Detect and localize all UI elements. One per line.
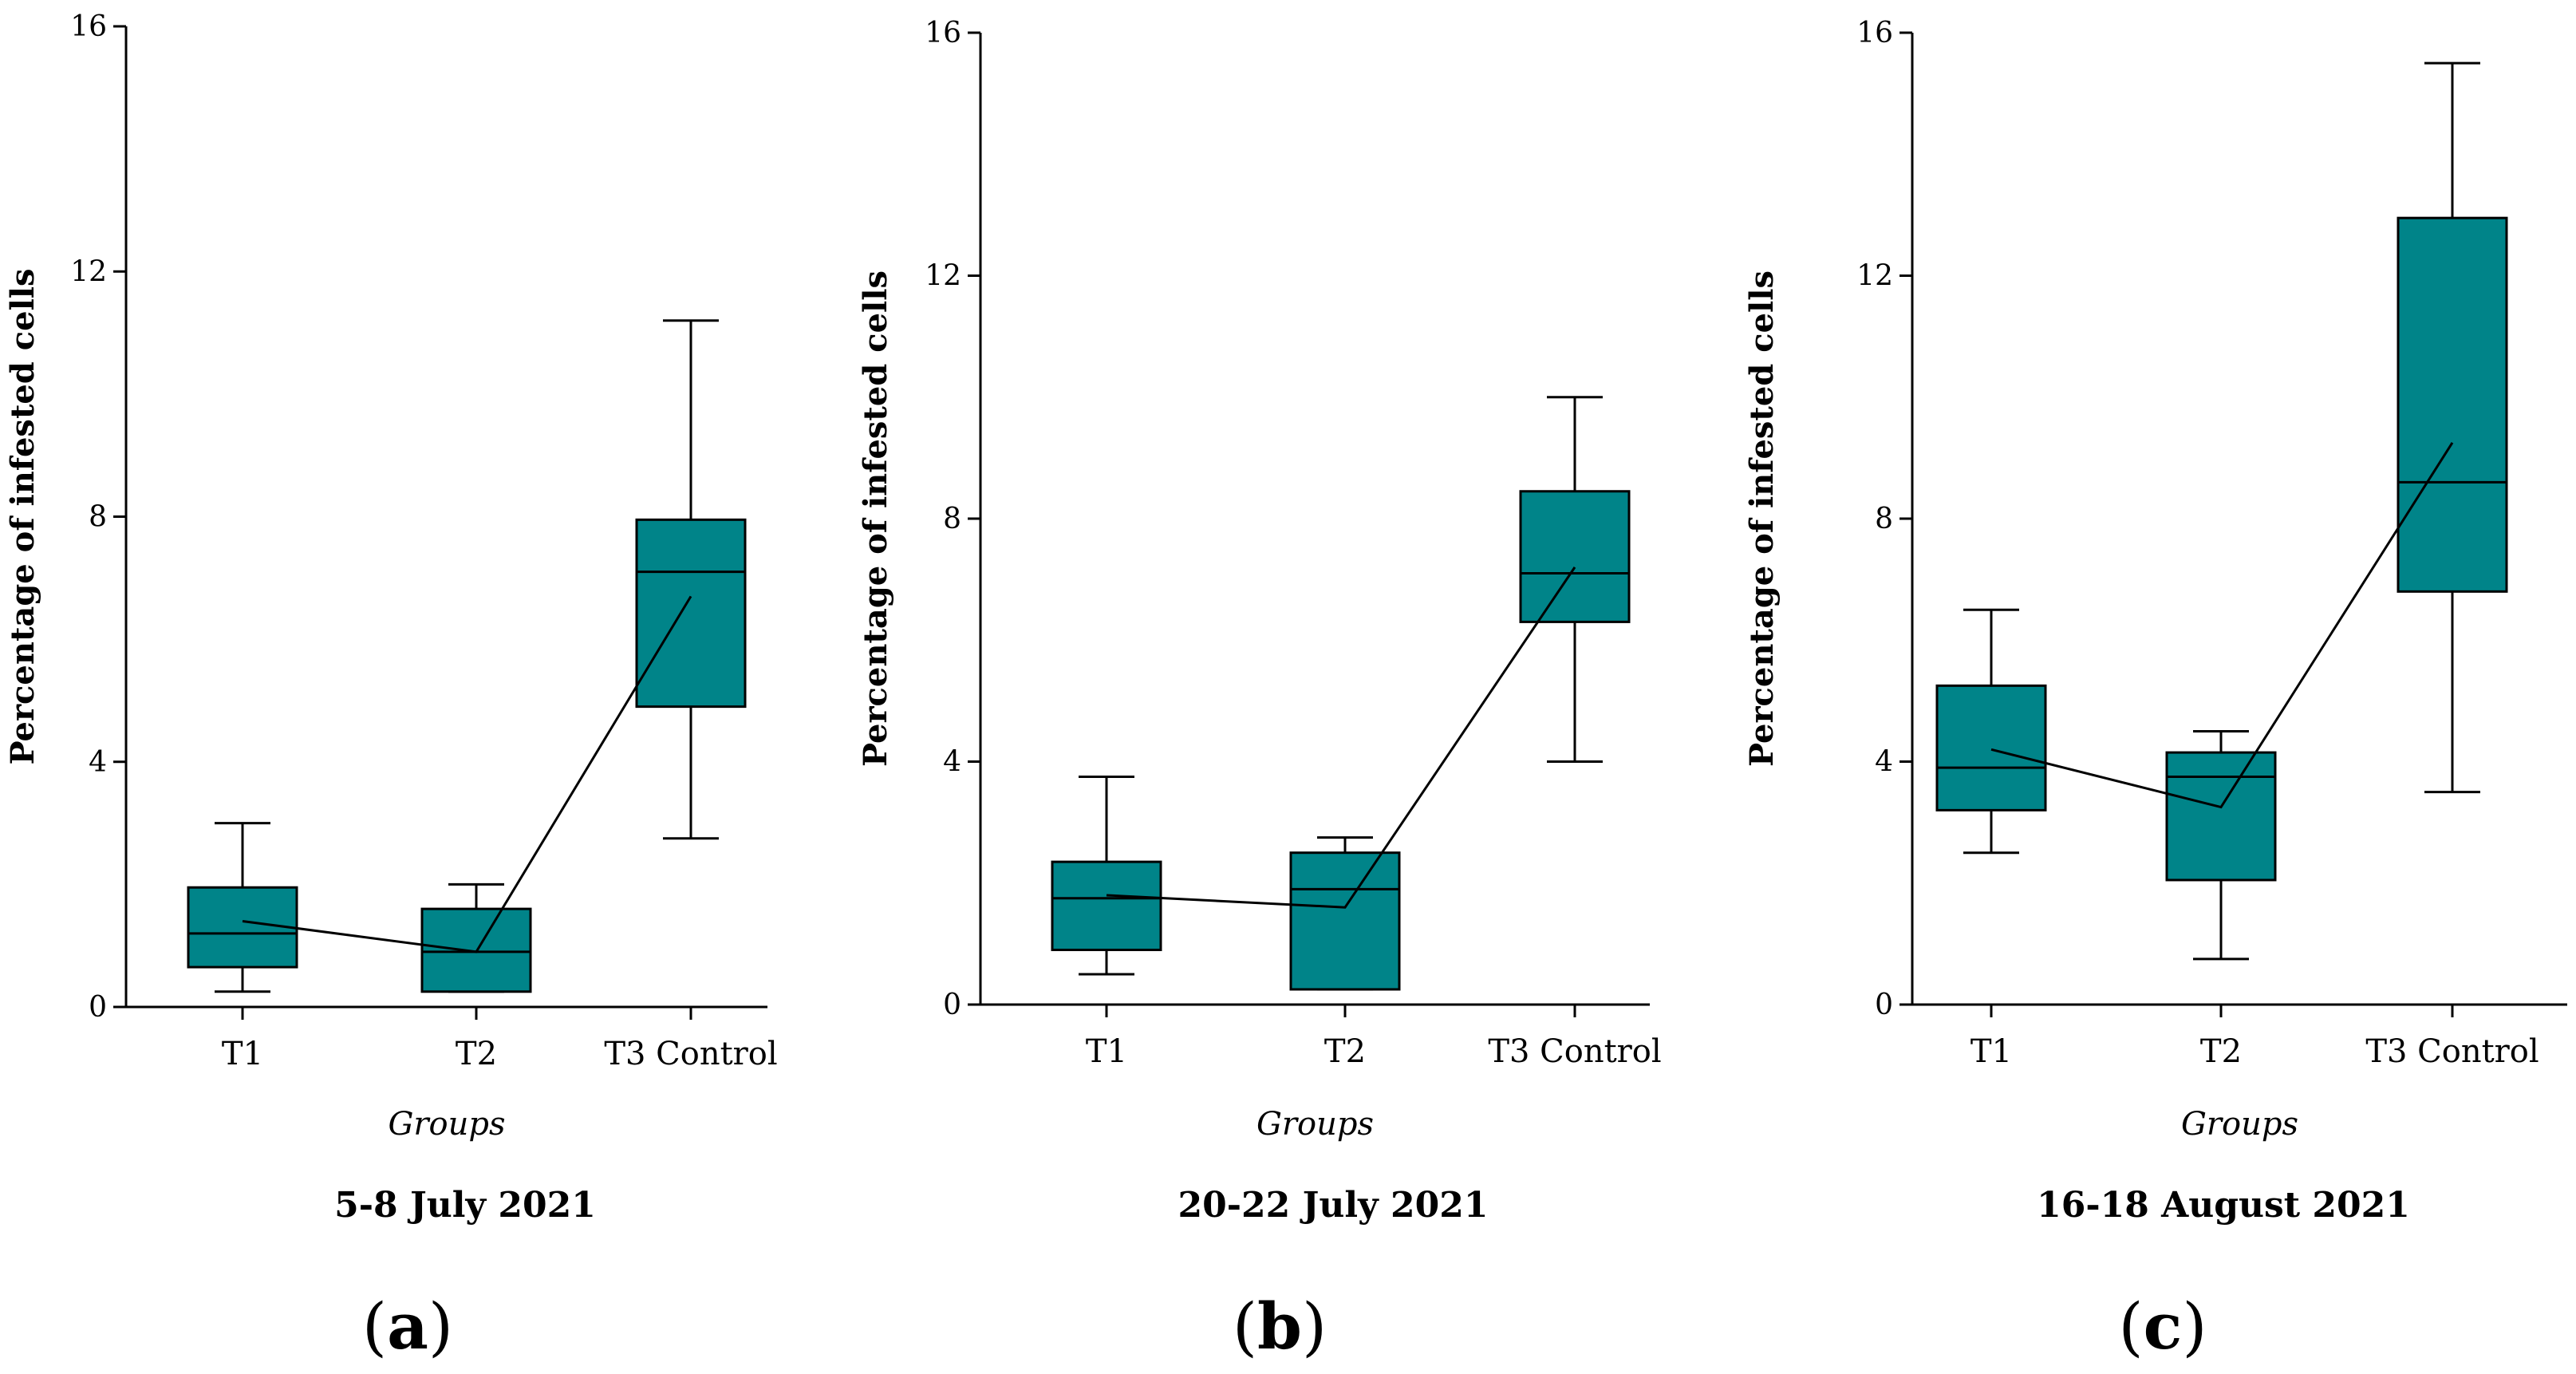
y-tick-label: 4 <box>1875 746 1893 779</box>
iqr-box <box>2165 751 2277 882</box>
box-t3-control <box>2397 61 2508 794</box>
x-tick-label: T3 Control <box>604 1036 777 1072</box>
y-tick-label: 8 <box>89 501 107 534</box>
mean-line <box>242 595 692 954</box>
y-axis-label: Percentage of infested cells <box>1743 270 1781 767</box>
panel-label-letter: a <box>387 1289 428 1364</box>
box-t1 <box>1051 776 1162 976</box>
box-t2 <box>2165 729 2277 961</box>
box-t2 <box>1289 836 1401 991</box>
y-tick-label: 0 <box>943 989 961 1021</box>
y-tick-label: 16 <box>1856 17 1893 49</box>
y-tick-label: 8 <box>1875 503 1893 535</box>
x-tick-label: T1 <box>1086 1033 1127 1070</box>
panel-b: 0 4 8 12 16 T1 T2 T3 Control Percentage of infes… <box>857 17 1662 1364</box>
chart-title: 16-18 August 2021 <box>2037 1185 2410 1226</box>
panel-label-open: ( <box>1233 1289 1257 1364</box>
panel-label: (c) <box>2118 1289 2207 1364</box>
box-t1 <box>1935 608 2047 855</box>
y-tick-label: 4 <box>943 746 961 779</box>
panel-label-open: ( <box>362 1289 387 1364</box>
iqr-box <box>1289 851 1401 991</box>
panel-label-open: ( <box>2118 1289 2143 1364</box>
iqr-box <box>1051 860 1162 951</box>
iqr-box <box>635 518 747 709</box>
mean-line <box>1106 567 1576 909</box>
y-tick-label: 0 <box>1875 989 1893 1021</box>
panel-label-close: ) <box>2182 1289 2207 1364</box>
x-tick-label: T1 <box>222 1036 263 1072</box>
x-axis-label: Groups <box>388 1106 505 1143</box>
panel-label-letter: c <box>2144 1289 2183 1364</box>
iqr-box <box>1519 490 1631 623</box>
panel-label-close: ) <box>1302 1289 1327 1364</box>
y-tick-label: 12 <box>925 260 961 293</box>
y-axis-label: Percentage of infested cells <box>857 270 894 767</box>
y-tick-label: 8 <box>943 503 961 535</box>
box-t3-control <box>1519 396 1631 763</box>
y-tick-label: 16 <box>925 17 961 49</box>
panel-a: 0 4 8 12 16 T1 T2 T3 Control Percentage of infes… <box>4 10 778 1364</box>
y-tick-label: 12 <box>70 255 107 288</box>
panel-label-close: ) <box>428 1289 453 1364</box>
x-tick-label: T1 <box>1970 1033 2012 1070</box>
x-tick-label: T2 <box>456 1036 497 1072</box>
x-axis-label: Groups <box>1256 1106 1374 1143</box>
chart-title: 5-8 July 2021 <box>334 1185 596 1226</box>
panel-c: 0 4 8 12 16 T1 T2 T3 Control Percentage of infes… <box>1743 17 2567 1364</box>
x-tick-label: T3 Control <box>2365 1033 2539 1070</box>
box-t3-control <box>635 319 747 840</box>
panel-label: (b) <box>1233 1289 1327 1364</box>
panel-label: (a) <box>362 1289 453 1364</box>
y-tick-label: 12 <box>1856 260 1893 293</box>
y-tick-label: 16 <box>70 10 107 43</box>
chart-title: 20-22 July 2021 <box>1178 1185 1489 1226</box>
x-axis-label: Groups <box>2181 1106 2298 1143</box>
iqr-box <box>2397 216 2508 593</box>
box-t1 <box>187 822 298 993</box>
mean-line <box>1990 442 2454 809</box>
x-tick-label: T2 <box>1324 1033 1366 1070</box>
iqr-box <box>1935 684 2047 811</box>
panel-label-letter: b <box>1257 1289 1302 1364</box>
box-t2 <box>420 882 532 993</box>
y-tick-label: 0 <box>89 991 107 1024</box>
x-tick-label: T2 <box>2200 1033 2242 1070</box>
y-tick-label: 4 <box>89 746 107 779</box>
y-axis-label: Percentage of infested cells <box>4 269 41 765</box>
x-tick-label: T3 Control <box>1488 1033 1661 1070</box>
